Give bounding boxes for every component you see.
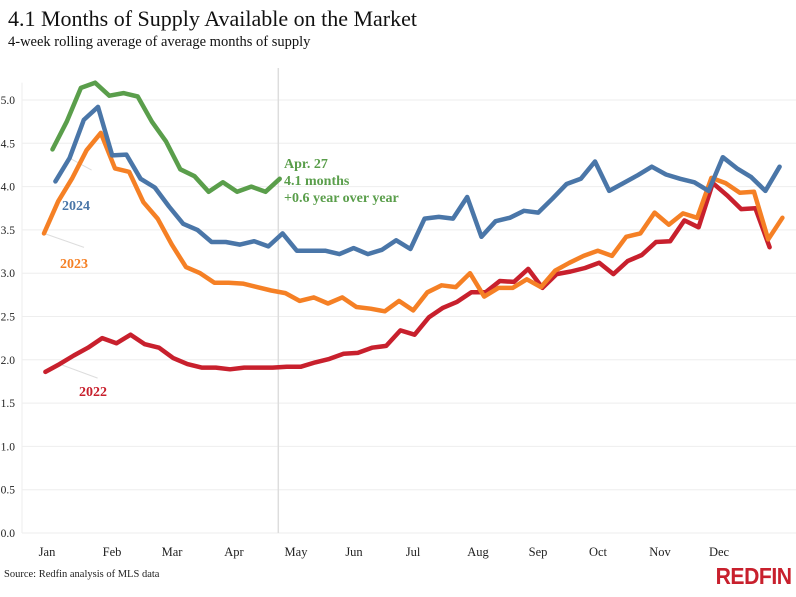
annotation: Apr. 27 4.1 months +0.6 year over year: [284, 157, 399, 206]
x-tick-label: Nov: [649, 545, 671, 559]
chart-subtitle: 4-week rolling average of average months…: [8, 34, 311, 50]
annotation-line: +0.6 year over year: [284, 191, 399, 206]
y-tick-label: 0.5: [1, 485, 16, 497]
x-tick-label: Feb: [103, 545, 122, 559]
y-tick-label: 5.0: [1, 95, 16, 107]
annotation-line: 4.1 months: [284, 174, 350, 189]
chart-title: 4.1 Months of Supply Available on the Ma…: [8, 6, 417, 31]
series-lines: [41, 80, 785, 375]
x-axis: Jan Feb Mar Apr May Jun Jul Aug Sep Oct Nov Dec: [39, 545, 730, 559]
series-line-2023: [41, 130, 785, 314]
series-label-2023: 2023: [60, 257, 88, 272]
y-tick-label: 0.0: [1, 528, 16, 540]
x-tick-label: Apr: [224, 545, 244, 559]
x-tick-label: Dec: [709, 545, 730, 559]
x-tick-label: Aug: [467, 545, 489, 559]
x-tick-label: May: [285, 545, 309, 559]
x-tick-label: Oct: [589, 545, 608, 559]
leader-line: [43, 232, 85, 248]
series-line-2022: [43, 180, 772, 375]
x-tick-label: Sep: [529, 545, 548, 559]
series-labels: 2022 2023 2024: [60, 199, 107, 400]
series-line-2025: [50, 80, 282, 195]
y-tick-label: 2.0: [1, 355, 16, 367]
y-tick-label: 3.5: [1, 225, 16, 237]
x-tick-label: Mar: [162, 545, 184, 559]
y-tick-label: 1.0: [1, 441, 16, 453]
y-tick-label: 3.0: [1, 268, 16, 280]
annotation-line: Apr. 27: [284, 157, 328, 172]
x-tick-label: Jun: [345, 545, 363, 559]
source-note: Source: Redfin analysis of MLS data: [4, 569, 160, 580]
leader-line: [59, 363, 98, 379]
x-tick-label: Jan: [39, 545, 56, 559]
y-tick-label: 4.5: [1, 138, 16, 150]
y-axis: 0.0 0.5 1.0 1.5 2.0 2.5 3.0 3.5 4.0 4.5 5.0: [1, 95, 16, 540]
y-tick-label: 1.5: [1, 398, 16, 410]
y-tick-label: 4.0: [1, 182, 16, 194]
x-tick-label: Jul: [406, 545, 421, 559]
y-tick-label: 2.5: [1, 312, 16, 324]
series-line-2024: [53, 104, 782, 257]
redfin-logo: REDFIN: [715, 563, 792, 589]
series-label-2022: 2022: [79, 385, 107, 400]
series-label-2024: 2024: [62, 199, 90, 214]
